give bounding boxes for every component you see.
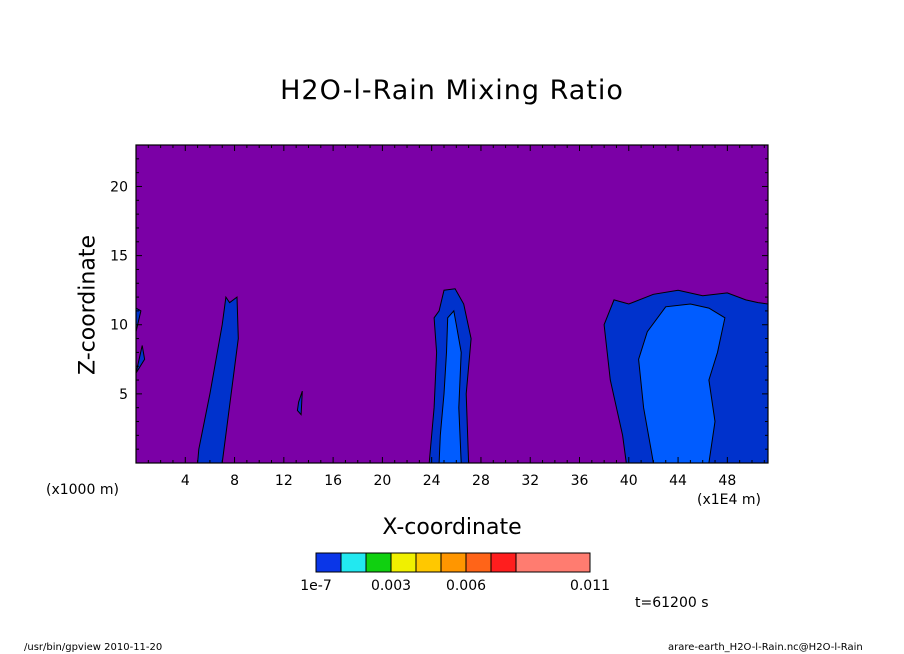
colorbar-cell-2 xyxy=(365,552,392,573)
x-tick-label: 36 xyxy=(571,473,589,489)
colorbar-cell-5 xyxy=(440,552,467,573)
colorbar: 1e-7 0.003 0.006 0.011 xyxy=(300,552,610,594)
contour-region-7 xyxy=(638,303,726,464)
chart-title: H2O-l-Rain Mixing Ratio xyxy=(280,75,624,106)
plot-frame xyxy=(135,144,769,464)
x-tick-label: 28 xyxy=(472,473,490,489)
time-label: t=61200 s xyxy=(635,595,709,611)
colorbar-label: 0.003 xyxy=(371,578,411,594)
x-tick-label: 40 xyxy=(620,473,638,489)
x-scale-label: (x1000 m) xyxy=(46,482,119,498)
colorbar-cell-4 xyxy=(415,552,442,573)
colorbar-cell-1 xyxy=(340,552,367,573)
colorbar-cell-3 xyxy=(390,552,417,573)
x-tick-label: 48 xyxy=(718,473,736,489)
x-tick-label: 20 xyxy=(373,473,391,489)
colorbar-cell-6 xyxy=(465,552,492,573)
x-tick-label: 32 xyxy=(521,473,539,489)
colorbar-label: 0.006 xyxy=(446,578,486,594)
colorbar-cell-0 xyxy=(315,552,342,573)
x-tick-label: 4 xyxy=(181,473,190,489)
y-tick-label: 5 xyxy=(119,387,128,403)
colorbar-label: 1e-7 xyxy=(300,578,331,594)
colorbar-cell-8 xyxy=(515,552,591,573)
footer-left: /usr/bin/gpview 2010-11-20 xyxy=(24,642,163,653)
x-tick-label: 16 xyxy=(324,473,342,489)
contour-region-5 xyxy=(438,309,462,464)
y-tick-label: 10 xyxy=(110,318,128,334)
plot-area xyxy=(135,145,769,464)
x-axis-label: X-coordinate xyxy=(382,515,522,540)
x-unit-label: (x1E4 m) xyxy=(697,492,761,508)
colorbar-label: 0.011 xyxy=(570,578,610,594)
x-tick-label: 12 xyxy=(275,473,293,489)
contour-region-3 xyxy=(296,390,303,416)
footer-right: arare-earth_H2O-l-Rain.nc@H2O-l-Rain xyxy=(668,642,863,653)
contour-region-0 xyxy=(197,295,239,464)
x-tick-label: 8 xyxy=(230,473,239,489)
x-tick-label: 24 xyxy=(423,473,441,489)
y-axis-label: Z-coordinate xyxy=(75,235,101,375)
colorbar-cell-7 xyxy=(490,552,517,573)
y-tick-label: 15 xyxy=(110,249,128,265)
y-tick-label: 20 xyxy=(110,179,128,195)
x-tick-label: 44 xyxy=(669,473,687,489)
